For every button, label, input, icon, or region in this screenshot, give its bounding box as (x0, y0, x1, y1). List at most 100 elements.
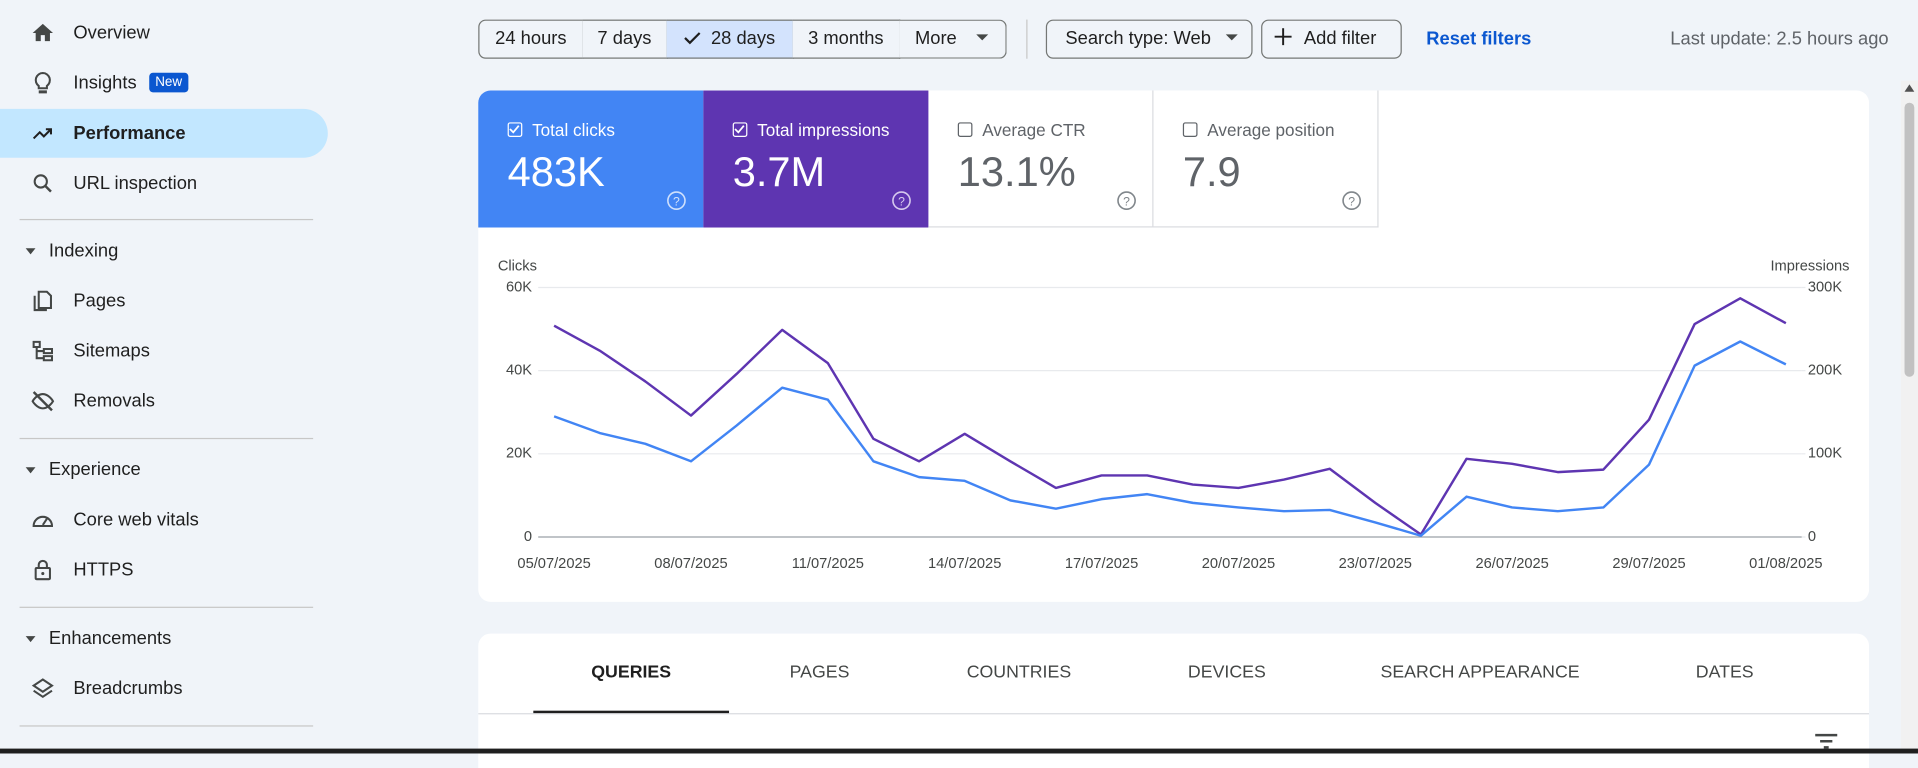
trend-icon (32, 128, 52, 140)
check (509, 125, 520, 134)
tab[interactable]: DEVICES (1187, 662, 1266, 683)
x-tick-label: 08/07/2025 (654, 556, 727, 572)
y-tick-label: 40K (506, 363, 532, 379)
y2-axis-title: Impressions (1770, 259, 1849, 275)
nav-removals[interactable]: Removals (73, 390, 155, 412)
svg-text:?: ? (1123, 194, 1130, 208)
tab[interactable]: PAGES (789, 662, 850, 683)
section-enhancements[interactable]: Enhancements (48, 628, 172, 649)
y2-tick-label: 0 (1808, 529, 1816, 545)
metric-value: 483K (507, 149, 605, 196)
tab[interactable]: COUNTRIES (966, 662, 1072, 683)
range-label: More (914, 28, 957, 49)
x-tick-label: 11/07/2025 (792, 556, 864, 572)
metric-card[interactable]: Total clicks 483K ? (478, 90, 704, 228)
reset-filters[interactable]: Reset filters (1426, 28, 1532, 50)
range-button[interactable]: 3 months (792, 19, 901, 59)
checkbox (957, 122, 973, 137)
chart: Clicks Impressions 0 20K 40K 60K 0 100K 200K 30… (498, 259, 1850, 572)
tab-selected[interactable]: QUERIES (591, 662, 672, 683)
plus-icon (1274, 28, 1292, 46)
gauge-icon (32, 515, 54, 527)
metric-label: Average position (1207, 119, 1335, 140)
nav-overview[interactable]: Overview (73, 22, 150, 44)
metric-card[interactable]: Total impressions 3.7M ? (703, 90, 929, 228)
help-icon: ? (1117, 191, 1136, 210)
nav-performance[interactable]: Performance (73, 122, 186, 144)
series-line (553, 340, 1787, 537)
metric-value: 7.9 (1182, 149, 1241, 196)
scroll-up[interactable] (1903, 83, 1915, 93)
help-icon: ? (1342, 191, 1361, 210)
search-icon (33, 174, 52, 193)
nav-https[interactable]: HTTPS (73, 559, 134, 581)
svg-text:?: ? (1348, 194, 1355, 208)
nav-insights[interactable]: Insights New (73, 72, 189, 94)
nav-selected-bg (0, 108, 328, 158)
metric-label: Total impressions (757, 119, 890, 140)
range-button[interactable]: 7 days (582, 19, 668, 59)
checkbox (507, 122, 523, 137)
checkbox (1182, 122, 1198, 137)
metric-card[interactable]: Average position 7.9 ? (1153, 90, 1379, 228)
metric-value: 3.7M (732, 149, 826, 196)
y2-tick-label: 200K (1808, 363, 1842, 379)
series-line (553, 297, 1787, 536)
range-more[interactable]: More (899, 19, 1007, 59)
range-button-selected[interactable]: 28 days (666, 19, 794, 59)
range-button[interactable]: 24 hours (478, 19, 584, 59)
divider (19, 218, 314, 221)
nav-core-web-vitals[interactable]: Core web vitals (73, 509, 199, 531)
scrollbar-thumb[interactable] (1904, 102, 1915, 377)
search-type-button[interactable]: Search type: Web (1045, 19, 1253, 59)
nav-insights-label: Insights (73, 72, 137, 94)
bulb-icon (34, 71, 51, 94)
range-label: 28 days (710, 28, 776, 49)
metric-card[interactable]: Average CTR 13.1% ? (928, 90, 1154, 228)
section-experience[interactable]: Experience (48, 459, 141, 481)
removals-icon (31, 391, 55, 412)
x-tick-label: 20/07/2025 (1202, 556, 1275, 572)
toolbar-divider (1026, 19, 1028, 59)
metric-value: 13.1% (957, 149, 1076, 196)
tabs-divider (478, 713, 1870, 715)
y-tick-label: 60K (506, 279, 532, 295)
nav-url-inspection[interactable]: URL inspection (73, 173, 198, 194)
dropdown-caret (976, 34, 989, 41)
tab[interactable]: DATES (1695, 662, 1754, 683)
x-tick-label: 26/07/2025 (1475, 556, 1548, 572)
nav-sitemaps[interactable]: Sitemaps (73, 340, 150, 362)
caret (25, 248, 36, 255)
y-tick-label: 0 (524, 529, 532, 545)
check-icon (684, 32, 701, 45)
checkbox (732, 122, 748, 137)
tab-indicator (533, 710, 730, 714)
new-badge: New (149, 72, 189, 93)
x-tick-label: 05/07/2025 (517, 556, 590, 572)
y-tick-label: 20K (506, 446, 532, 462)
dropdown-caret (1225, 34, 1238, 41)
x-tick-label: 23/07/2025 (1339, 556, 1412, 572)
search-type-label: Search type: Web (1065, 28, 1211, 49)
tab[interactable]: SEARCH APPEARANCE (1380, 662, 1580, 683)
help-icon: ? (667, 191, 686, 210)
divider (19, 606, 314, 608)
layers-icon (31, 678, 54, 699)
nav-pages[interactable]: Pages (73, 290, 126, 312)
bottom-edge (0, 748, 1918, 754)
x-tick-label: 29/07/2025 (1612, 556, 1685, 572)
pages-icon (33, 290, 52, 312)
section-indexing[interactable]: Indexing (48, 240, 119, 262)
help-icon: ? (892, 191, 911, 210)
table-card (478, 633, 1870, 768)
sitemaps-icon (32, 340, 54, 362)
nav-breadcrumbs[interactable]: Breadcrumbs (73, 678, 183, 700)
y2-tick-label: 100K (1808, 446, 1842, 462)
filter-icon[interactable] (1814, 733, 1838, 750)
caret (25, 467, 36, 474)
add-filter-button[interactable]: Add filter (1261, 19, 1402, 59)
y2-tick-label: 300K (1808, 279, 1842, 295)
last-update: Last update: 2.5 hours ago (1670, 28, 1889, 50)
